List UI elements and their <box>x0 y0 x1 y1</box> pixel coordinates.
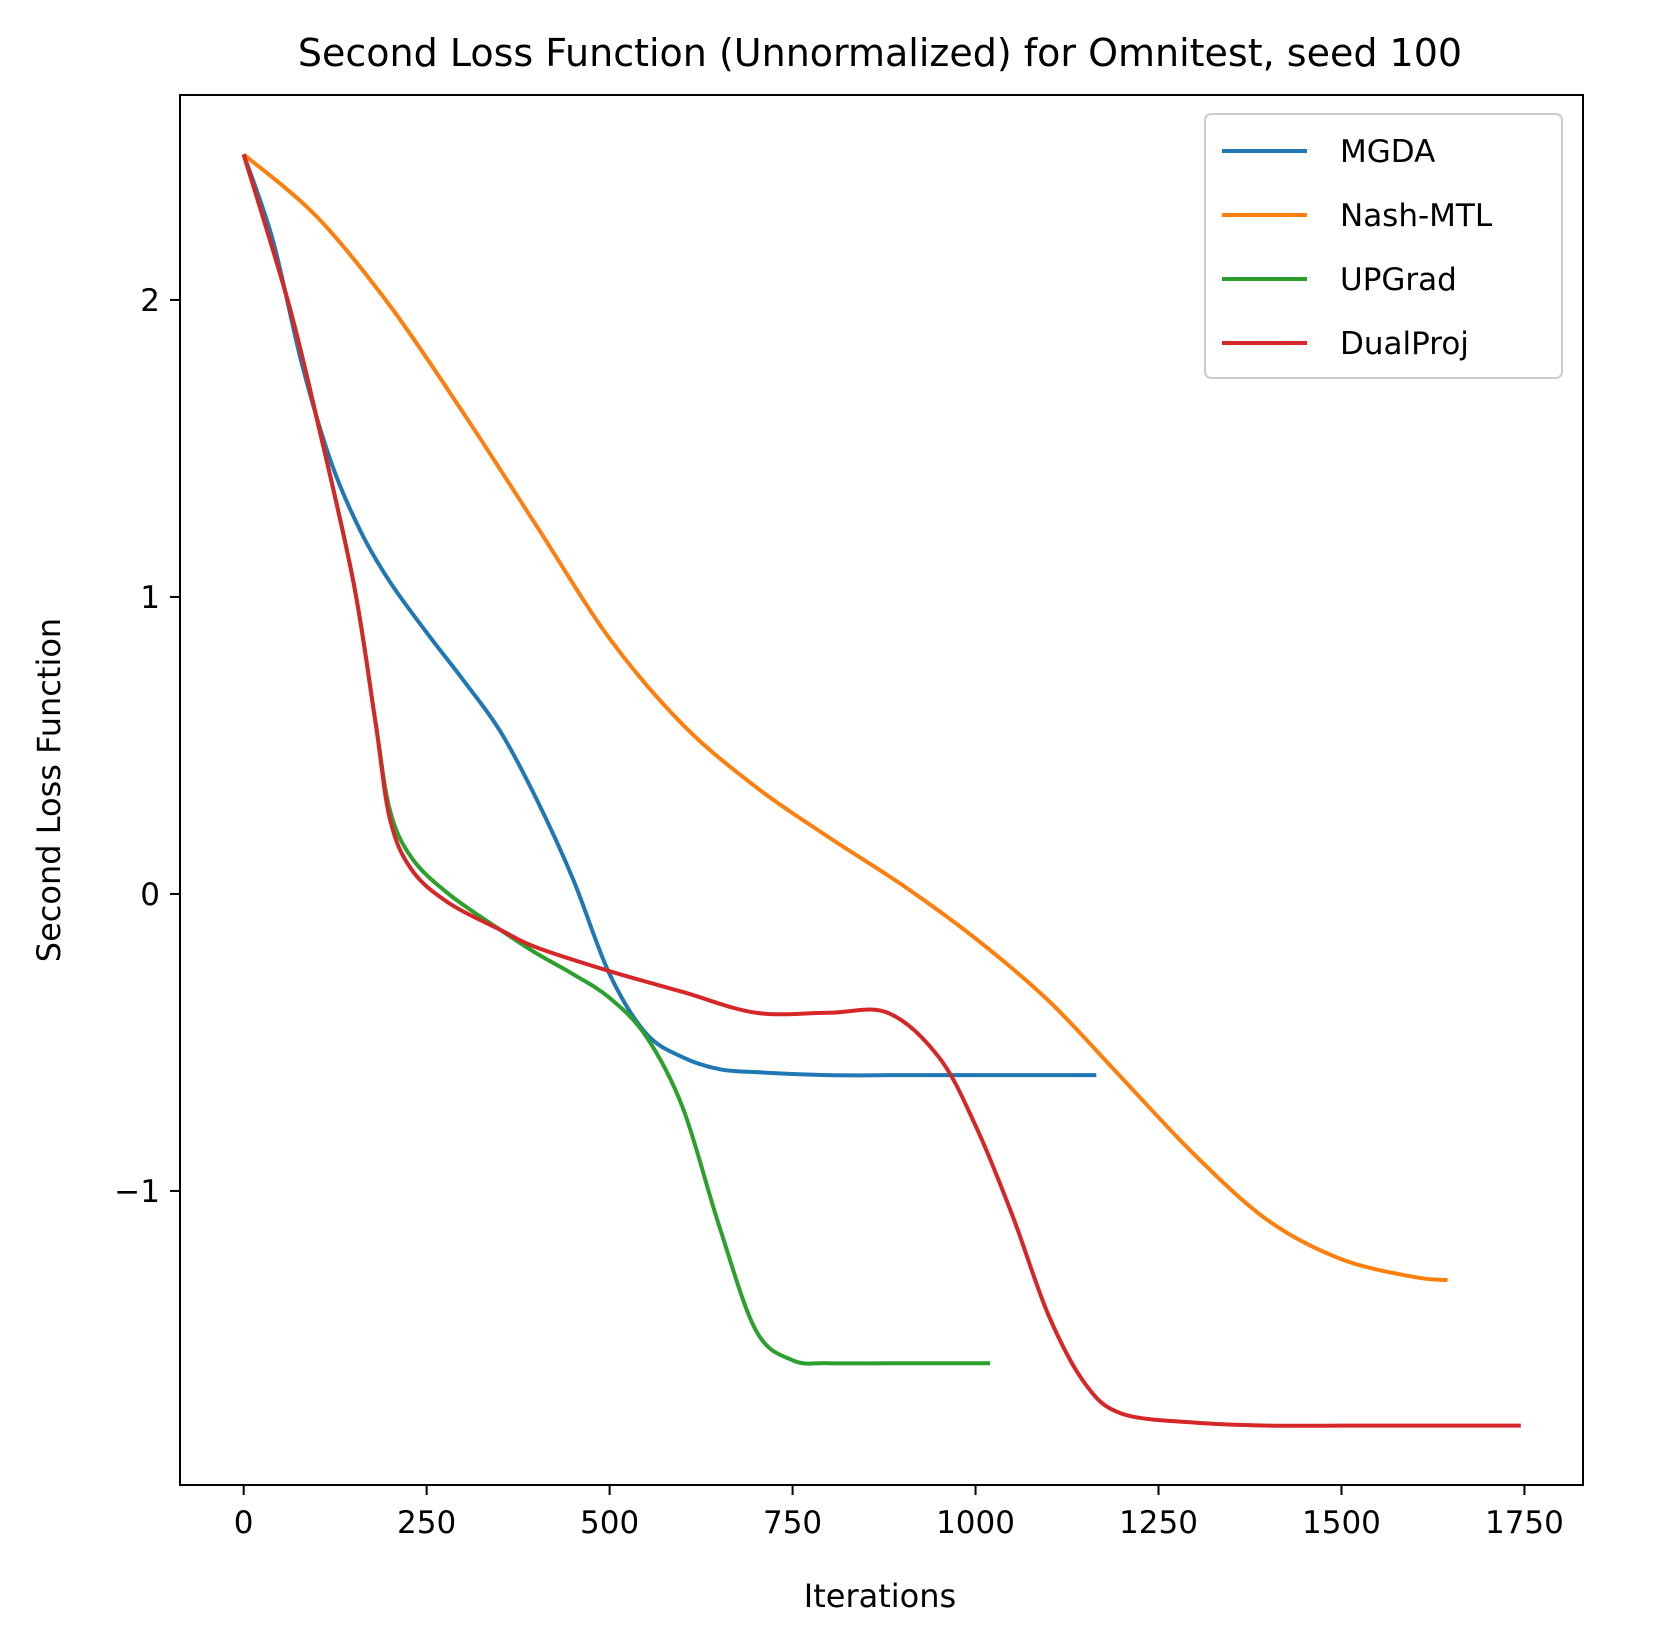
y-tick-label: 2 <box>140 283 160 319</box>
series-line-mgda <box>241 153 1097 1078</box>
x-tick-label: 250 <box>397 1505 456 1541</box>
y-tick-label: 1 <box>140 580 160 616</box>
legend-label-mgda: MGDA <box>1340 134 1435 170</box>
y-tick-label: 0 <box>140 877 160 913</box>
y-tick-label: −1 <box>114 1174 160 1210</box>
series-line-dualproj <box>241 153 1521 1428</box>
x-tick-label: 0 <box>234 1505 254 1541</box>
x-axis: 0 250 500 750 1000 1250 1500 1750 <box>234 1485 1564 1541</box>
x-tick-label: 1000 <box>936 1505 1015 1541</box>
series-line-nash-mtl <box>242 152 1448 1283</box>
x-tick-label: 750 <box>763 1505 822 1541</box>
legend-box <box>1204 113 1563 379</box>
chart-title: Second Loss Function (Unnormalized) for … <box>298 31 1462 75</box>
x-axis-label: Iterations <box>804 1577 956 1615</box>
series-line-upgrad <box>241 153 991 1366</box>
legend: MGDA Nash-MTL UPGrad DualProj <box>1204 113 1563 379</box>
plot-area <box>179 94 1584 1486</box>
y-axis-label: Second Loss Function <box>30 618 68 962</box>
x-tick-label: 1250 <box>1119 1505 1198 1541</box>
x-tick-label: 1750 <box>1485 1505 1564 1541</box>
y-axis: −1 0 1 2 <box>114 283 180 1210</box>
legend-label-upgrad: UPGrad <box>1340 262 1457 298</box>
legend-label-dualproj: DualProj <box>1340 326 1469 362</box>
x-tick-label: 500 <box>580 1505 639 1541</box>
x-tick-label: 1500 <box>1302 1505 1381 1541</box>
legend-label-nash-mtl: Nash-MTL <box>1340 198 1493 234</box>
series-layer <box>241 152 1521 1428</box>
